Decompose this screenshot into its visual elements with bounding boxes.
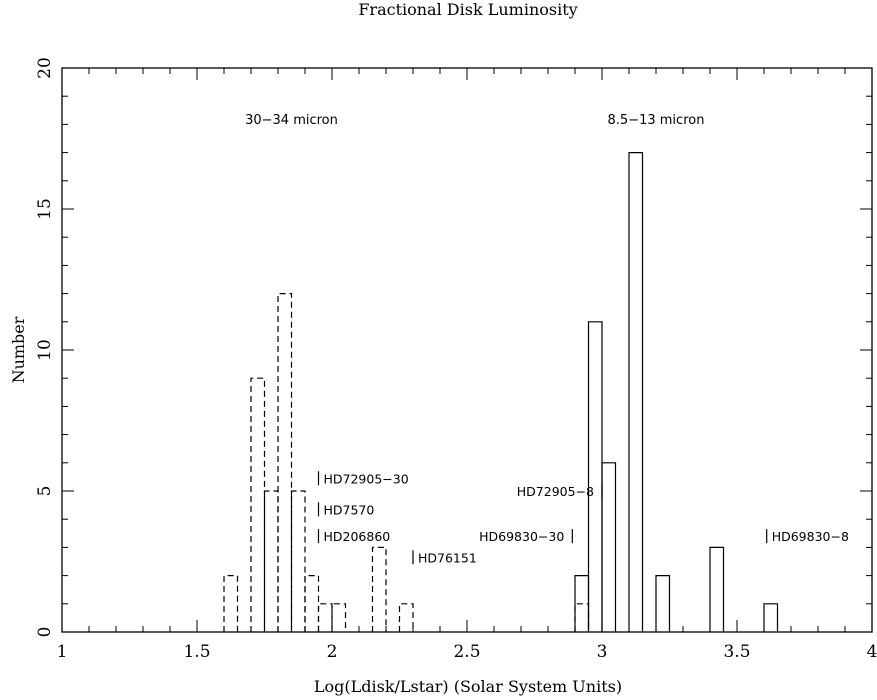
- chart-title: Fractional Disk Luminosity: [358, 0, 577, 19]
- x-axis-title: Log(Ldisk/Lstar) (Solar System Units): [314, 677, 622, 696]
- y-axis-title: Number: [9, 316, 28, 383]
- histogram-bar: [601, 462, 617, 632]
- y-tick-label: 15: [35, 198, 55, 220]
- x-tick-label: 4: [867, 642, 877, 662]
- region-label: 8.5−13 micron: [608, 113, 705, 128]
- marker-HD72905-30: HD72905−30: [317, 471, 409, 486]
- histogram-bar: [574, 603, 590, 632]
- marker-label: HD206860: [324, 529, 391, 544]
- x-tick-label: 3.5: [723, 642, 750, 662]
- histogram-bar: [763, 603, 779, 632]
- marker-label: HD7570: [324, 502, 375, 517]
- plot-frame: [61, 67, 873, 633]
- marker-label: HD72905−8: [517, 484, 594, 499]
- axis-tick-labels: 1 1.5 2 2.5 3 3.5 4 0 5 10 15 20: [35, 57, 877, 662]
- histogram-bar: [223, 575, 239, 632]
- histogram-bar: [250, 377, 266, 632]
- axis-ticks: [61, 67, 873, 633]
- star-markers: HD72905−30 HD7570 HD206860 HD76151 HD72905−8…: [317, 471, 849, 565]
- histogram-bar: [371, 546, 387, 632]
- marker-HD7570: HD7570: [317, 502, 375, 517]
- histogram-bar: [331, 603, 347, 632]
- y-tick-label: 20: [35, 57, 55, 79]
- x-tick-label: 2.5: [453, 642, 480, 662]
- histogram-bar: [290, 490, 306, 632]
- histogram-series: [223, 152, 779, 632]
- marker-HD206860: HD206860: [317, 529, 391, 544]
- histogram-bar: [655, 575, 671, 632]
- region-label: 30−34 micron: [245, 113, 338, 128]
- y-tick-label: 10: [35, 339, 55, 361]
- marker-label: HD69830−30: [479, 529, 564, 544]
- histogram-bar: [263, 490, 279, 632]
- histogram-bar: [277, 293, 293, 632]
- marker-label: HD76151: [418, 550, 477, 565]
- marker-label: HD69830−8: [772, 529, 849, 544]
- marker-HD76151: HD76151: [412, 550, 477, 565]
- marker-label: HD72905−30: [324, 471, 409, 486]
- series-dashed: [223, 293, 590, 632]
- series-solid: [574, 152, 779, 632]
- histogram-bar: [398, 603, 414, 632]
- histogram-bar: [709, 546, 725, 632]
- histogram-bar: [304, 575, 320, 632]
- y-tick-label: 5: [35, 486, 55, 497]
- region-labels: 30−34 micron 8.5−13 micron: [245, 113, 704, 128]
- marker-HD72905-8: HD72905−8: [517, 484, 603, 499]
- x-tick-label: 3: [597, 642, 608, 662]
- histogram-bar: [628, 152, 644, 632]
- y-tick-label: 0: [35, 627, 55, 638]
- marker-HD69830-8: HD69830−8: [766, 529, 849, 544]
- histogram-bar: [317, 603, 333, 632]
- x-tick-label: 1: [57, 642, 68, 662]
- x-tick-label: 1.5: [183, 642, 210, 662]
- histogram-bar: [587, 321, 603, 632]
- x-tick-label: 2: [327, 642, 338, 662]
- marker-HD69830-30: HD69830−30: [479, 529, 573, 544]
